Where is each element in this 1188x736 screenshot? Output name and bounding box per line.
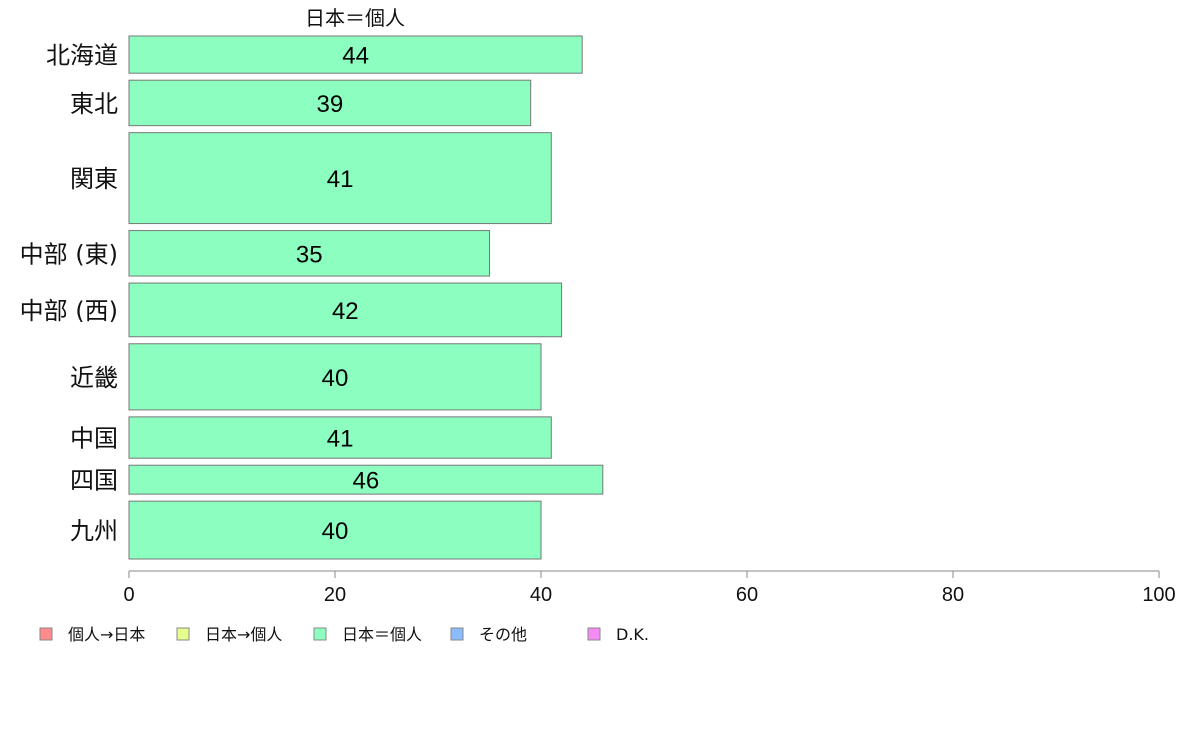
value-label: 46 — [353, 468, 380, 495]
x-tick-label: 40 — [530, 584, 552, 606]
value-label: 35 — [296, 241, 323, 268]
chart-title: 日本＝個人 — [305, 6, 405, 30]
value-label: 41 — [327, 166, 354, 193]
legend-label: 個人→日本 — [68, 625, 145, 644]
legend-label: 日本＝個人 — [342, 625, 422, 644]
x-tick-label: 80 — [942, 584, 964, 606]
legend-label: その他 — [479, 625, 527, 644]
legend-swatch — [587, 627, 601, 641]
legend-swatch — [450, 627, 464, 641]
value-label: 42 — [332, 298, 359, 325]
x-tick-label: 60 — [736, 584, 758, 606]
bar-8 — [128, 464, 604, 495]
bars-layer: 北海道 44 東北 39 関東 41 中部 (東) 35 中部 (西) 42 近畿 40 中国 41 四国 4… — [20, 35, 604, 560]
x-tick-label: 20 — [324, 584, 346, 606]
bar-7 — [128, 416, 552, 459]
category-label: 関東 — [70, 165, 118, 193]
legend-swatch — [39, 627, 53, 641]
value-label: 40 — [322, 518, 349, 545]
bar-5 — [128, 282, 563, 338]
category-label: 中部 (西) — [20, 297, 118, 325]
category-label: 近畿 — [70, 364, 118, 392]
legend: 個人→日本 日本→個人 日本＝個人 その他 D.K. — [39, 625, 649, 644]
category-label: 中国 — [70, 425, 118, 453]
category-label: 九州 — [70, 517, 118, 545]
bar-9 — [128, 500, 542, 560]
x-tick-label: 0 — [123, 584, 134, 606]
bar-6 — [128, 343, 542, 411]
bar-3 — [128, 132, 552, 225]
category-label: 東北 — [70, 90, 118, 118]
value-label: 39 — [316, 91, 343, 118]
bar-2 — [128, 79, 532, 127]
category-label: 四国 — [70, 467, 118, 495]
legend-label: 日本→個人 — [205, 625, 282, 644]
category-label: 北海道 — [46, 42, 118, 70]
x-tick-label: 100 — [1142, 584, 1175, 606]
value-label: 41 — [327, 426, 354, 453]
legend-swatch — [176, 627, 190, 641]
bar-4 — [128, 230, 490, 277]
legend-label: D.K. — [616, 625, 649, 644]
x-axis: 0 20 40 60 80 100 — [123, 570, 1176, 606]
value-label: 40 — [322, 365, 349, 392]
bar-1 — [128, 35, 583, 74]
value-label: 44 — [342, 43, 369, 70]
category-label: 中部 (東) — [20, 240, 118, 268]
legend-swatch — [313, 627, 327, 641]
